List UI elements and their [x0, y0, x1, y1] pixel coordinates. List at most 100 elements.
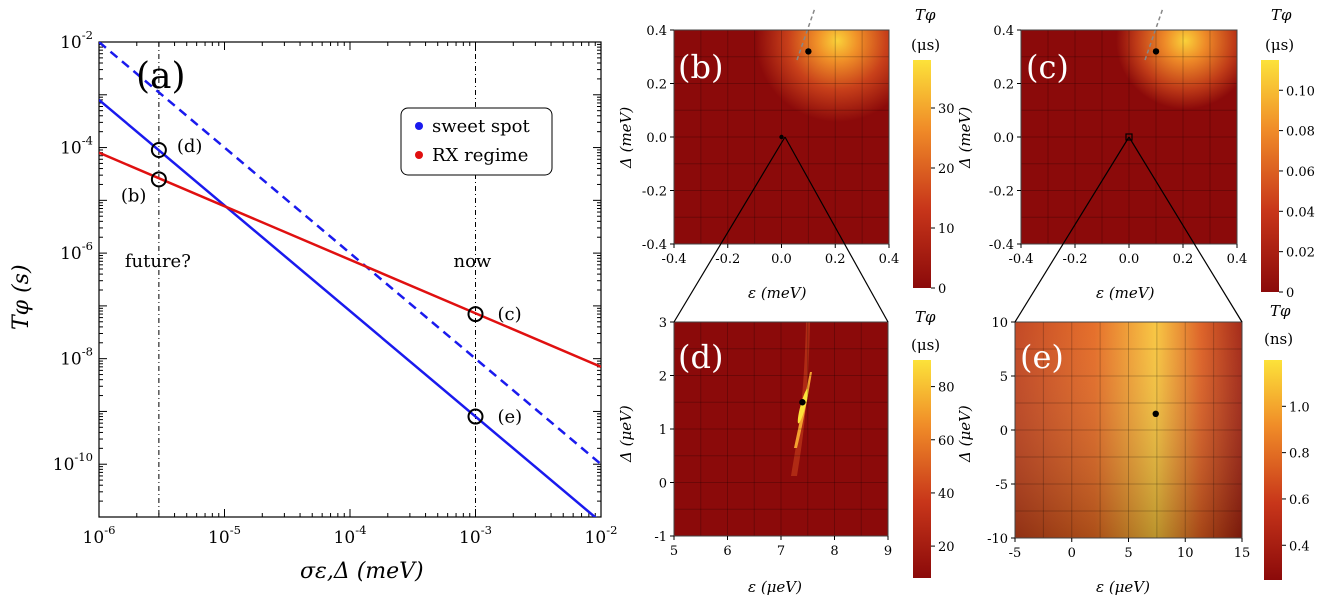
- x-tick-label: 10-4: [334, 523, 367, 548]
- zoom-connectors: [673, 133, 1243, 323]
- panel-b: -0.4 -0.2 0.0 0.2 0.4 -0.4 -0.2 0.0 0.2 0.4 (b) ε…: [617, 6, 955, 302]
- y-tick-label: 0.2: [646, 78, 667, 93]
- x-tick-label: 10-3: [459, 523, 492, 548]
- x-tick-label: 8: [830, 544, 838, 559]
- y-tick-label: 0.0: [646, 131, 667, 146]
- x-tick-label: 0.4: [1227, 252, 1248, 267]
- x-tick-label: 6: [723, 544, 731, 559]
- y-tick-label: 10-4: [60, 134, 93, 159]
- colorbar-tick-label: 20: [938, 540, 955, 555]
- colorbar-tick-label: 0.04: [1286, 205, 1315, 220]
- x-tick-label: 9: [884, 544, 892, 559]
- x-tick-label: 0.0: [771, 252, 792, 267]
- x-tick-label: -5: [1009, 546, 1022, 561]
- colorbar-tick-label: 40: [938, 487, 955, 502]
- x-tick-label: 5: [1124, 546, 1132, 561]
- x-tick-label: -0.2: [715, 252, 740, 267]
- zoom-line-b-right: [784, 136, 889, 323]
- panel-c-ylabel: Δ (meV): [956, 107, 974, 169]
- x-tick-label: -0.4: [661, 252, 686, 267]
- y-tick-label: -10: [987, 532, 1008, 547]
- colorbar-tick-label: 0.8: [1289, 447, 1310, 462]
- colorbar-tick-label: 0.10: [1286, 84, 1315, 99]
- panel-d-xlabel: ε (μeV): [748, 578, 802, 596]
- legend: sweet spot RX regime: [400, 107, 553, 176]
- origin-point-b: [779, 134, 784, 140]
- heatmap-d-ridge-glow: [791, 322, 810, 476]
- colorbar-tick-label: 0: [938, 282, 946, 297]
- y-tick-label: -1: [654, 530, 667, 545]
- panel-e-label: (e): [1020, 338, 1064, 376]
- y-tick-label: 5: [1000, 370, 1008, 385]
- vline-label-future: future?: [125, 251, 191, 272]
- y-tick-label: -0.4: [642, 238, 667, 253]
- colorbar-e-title: Tφ: [1270, 302, 1291, 320]
- x-tick-label: 10-5: [208, 523, 241, 548]
- y-tick-label: 10-8: [60, 345, 93, 370]
- legend-swatch-rx-regime: [415, 151, 423, 159]
- x-tick-label: 5: [670, 544, 678, 559]
- colorbar-tick-label: 10: [938, 222, 955, 237]
- legend-swatch-sweet-spot: [415, 122, 423, 130]
- ridge-line-b: [796, 7, 816, 61]
- marker-circle-b: [150, 171, 167, 188]
- colorbar-tick-label: 20: [938, 162, 955, 177]
- panel-d: 5 6 7 8 9 -1 0 1 2 3 (d) ε (μeV) Δ (μeV) 20 40 60 80…: [617, 308, 955, 596]
- legend-box: [400, 107, 553, 176]
- y-tick-label: 2: [659, 370, 667, 385]
- panel-d-label: (d): [678, 338, 723, 376]
- colorbar-tick-label: 0.6: [1289, 493, 1310, 508]
- x-tick-label: 0.2: [1173, 252, 1194, 267]
- heatmap-d: [674, 322, 888, 536]
- colorbar-tick-label: 0: [1286, 286, 1294, 301]
- y-tick-label: 0.2: [993, 78, 1014, 93]
- y-tick-label: 1: [659, 423, 667, 438]
- panel-b-ylabel: Δ (meV): [617, 107, 635, 169]
- y-tick-label: 0: [659, 477, 667, 492]
- marker-circle-e: [467, 408, 484, 425]
- panel-a: 10-6 10-5 10-4 10-3 10-2 10-10 10-8 10-6 10-4 10-…: [9, 28, 617, 584]
- colorbar-c: [1261, 60, 1279, 292]
- x-tick-label: 10: [1177, 546, 1194, 561]
- panel-a-ylabel: Tφ (s): [9, 264, 34, 330]
- panel-a-xlabel: σε,Δ (meV): [300, 559, 424, 584]
- panel-c-label: (c): [1026, 48, 1069, 86]
- colorbar-d: [913, 360, 931, 578]
- x-tick-label: -0.2: [1062, 252, 1087, 267]
- x-tick-label: 0.2: [825, 252, 846, 267]
- colorbar-c-title: Tφ: [1271, 6, 1292, 24]
- marker-circle-c: [467, 306, 484, 323]
- colorbar-tick-label: 30: [938, 102, 955, 117]
- marker-label-e: (e): [498, 407, 523, 428]
- colorbar-tick-label: 60: [938, 434, 955, 449]
- marker-label-d: (d): [177, 136, 203, 157]
- series-blue-dashed-line: [99, 42, 601, 466]
- y-tick-label: 0.0: [993, 131, 1014, 146]
- colorbar-tick-label: 0.02: [1286, 246, 1315, 261]
- panel-e-ylabel: Δ (μeV): [956, 405, 974, 463]
- y-tick-label: 0.4: [993, 24, 1014, 39]
- data-point-d: [799, 399, 806, 406]
- series-RX-regime-line: [99, 151, 601, 368]
- y-tick-label: 3: [659, 316, 667, 331]
- marker-label-b: (b): [121, 185, 147, 206]
- panel-d-ylabel: Δ (μeV): [617, 405, 635, 463]
- marker-circle-d: [150, 141, 167, 158]
- panel-c: -0.4 -0.2 0.0 0.2 0.4 -0.4 -0.2 0.0 0.2 0.4 (c) ε…: [956, 6, 1315, 302]
- data-point-c: [1152, 48, 1160, 55]
- colorbar-tick-label: 1.0: [1289, 400, 1310, 415]
- marker-label-c: (c): [498, 304, 522, 325]
- y-tick-label: -0.2: [642, 185, 667, 200]
- panel-e-xlabel: ε (μeV): [1096, 578, 1150, 596]
- panel-b-label: (b): [678, 48, 723, 86]
- y-tick-label: 10-10: [53, 450, 93, 475]
- data-point-e: [1152, 410, 1159, 417]
- colorbar-tick-label: 80: [938, 381, 955, 396]
- colorbar-e-unit: (ns): [1264, 330, 1293, 348]
- zoom-line-b-left: [673, 136, 786, 323]
- x-tick-label: 10-6: [83, 523, 116, 548]
- panel-b-xlabel: ε (meV): [748, 284, 807, 302]
- x-tick-label: 0: [1068, 546, 1076, 561]
- y-tick-label: 10-2: [60, 28, 93, 53]
